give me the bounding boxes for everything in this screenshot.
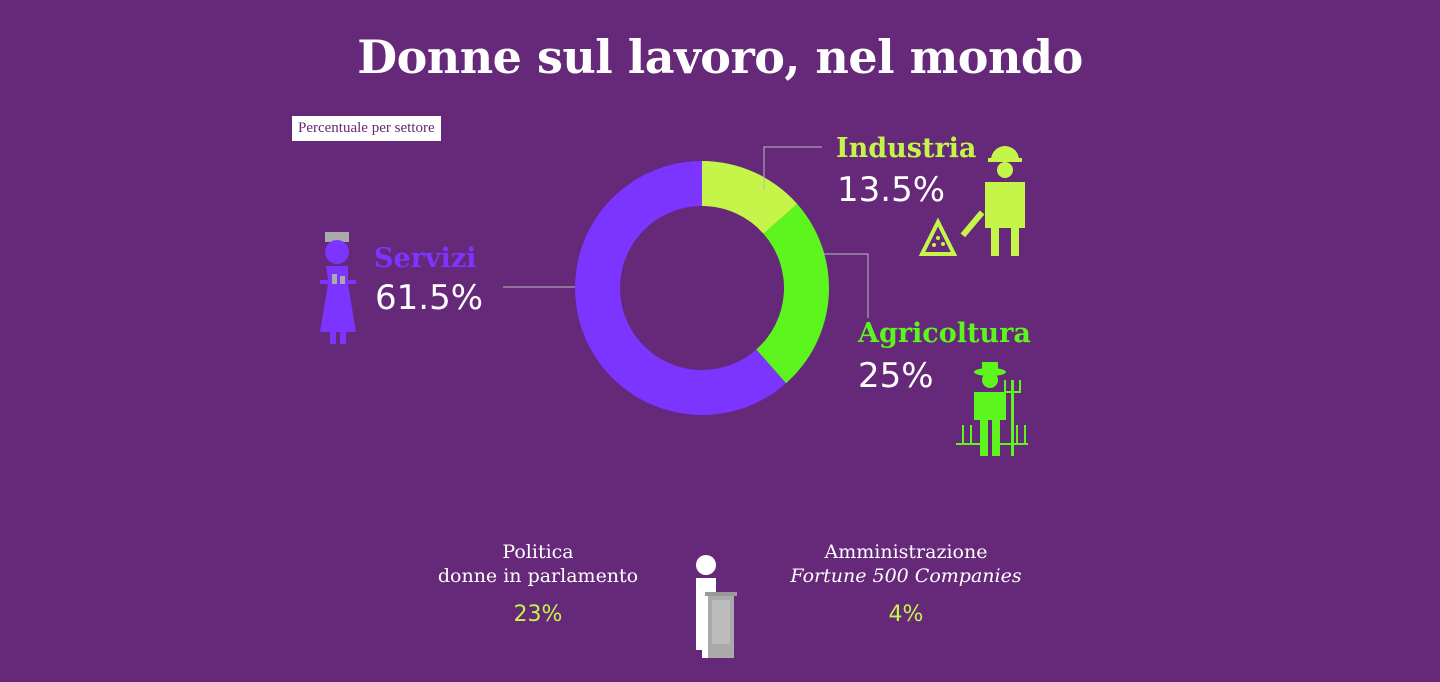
label-servizi: Servizi xyxy=(374,243,477,274)
politica-block: Politica donne in parlamento 23% xyxy=(408,540,668,627)
donut-slice-industria xyxy=(702,161,798,234)
construction-worker-icon xyxy=(918,146,1025,256)
farmer-icon xyxy=(956,362,1028,456)
amministrazione-subtitle: Fortune 500 Companies xyxy=(790,565,1022,587)
amministrazione-value: 4% xyxy=(888,602,924,627)
politica-subtitle: donne in parlamento xyxy=(437,565,639,587)
amministrazione-block: Amministrazione Fortune 500 Companies 4% xyxy=(770,540,1042,627)
label-agricoltura: Agricoltura xyxy=(858,318,1031,349)
politica-value: 23% xyxy=(513,602,563,627)
donut-slice-agricoltura xyxy=(756,204,830,384)
chart-subtitle: Percentuale per settore xyxy=(292,116,441,141)
amministrazione-title: Amministrazione xyxy=(824,541,988,563)
speaker-podium-icon xyxy=(696,555,737,658)
leader-line-industria xyxy=(763,146,822,190)
donut-slice-servizi xyxy=(575,161,786,415)
politica-title: Politica xyxy=(502,541,574,563)
value-industria: 13.5% xyxy=(837,170,946,210)
value-agricoltura: 25% xyxy=(858,356,934,396)
page-title: Donne sul lavoro, nel mondo xyxy=(357,30,1083,84)
waitress-icon xyxy=(320,232,356,344)
label-industria: Industria xyxy=(836,133,977,164)
leader-line-agricoltura xyxy=(822,253,869,318)
value-servizi: 61.5% xyxy=(375,278,484,318)
